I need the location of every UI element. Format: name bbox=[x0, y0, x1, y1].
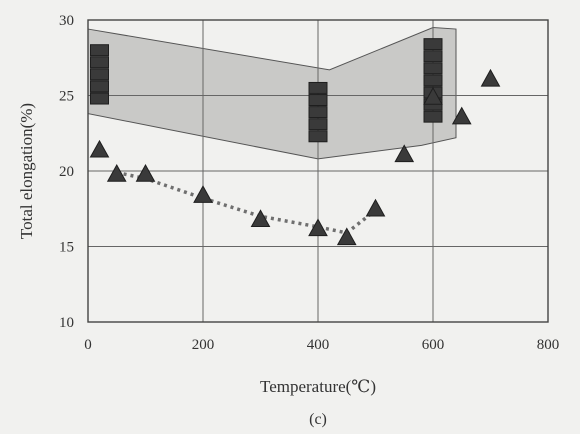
square-marker-0-4 bbox=[90, 44, 109, 57]
scatter-band bbox=[87, 27, 457, 160]
square-marker-2-0 bbox=[423, 110, 443, 123]
triangle-marker-7 bbox=[365, 198, 386, 217]
square-marker-1-2 bbox=[308, 106, 328, 119]
x-tick-label-1: 200 bbox=[192, 337, 215, 353]
figure-caption: (c) bbox=[309, 411, 327, 428]
triangle-marker-11 bbox=[480, 68, 501, 87]
x-axis-title: Temperature(℃) bbox=[260, 377, 376, 396]
x-tick-label-4: 800 bbox=[537, 337, 560, 353]
triangle-marker-10 bbox=[451, 106, 472, 125]
triangle-marker-3 bbox=[193, 185, 213, 203]
triangle-marker-5 bbox=[308, 218, 328, 237]
plot-frame bbox=[87, 19, 549, 323]
triangle-marker-8 bbox=[394, 144, 415, 163]
x-tick-label-2: 400 bbox=[307, 337, 330, 353]
triangle-marker-4 bbox=[250, 209, 271, 228]
square-marker-1-4 bbox=[308, 81, 328, 94]
y-tick-label-3: 25 bbox=[59, 89, 74, 105]
square-marker-1-3 bbox=[308, 94, 328, 107]
square-marker-1-1 bbox=[308, 118, 328, 131]
x-tick-label-0: 0 bbox=[84, 337, 92, 353]
y-tick-label-0: 10 bbox=[59, 315, 74, 331]
square-marker-1-0 bbox=[308, 130, 328, 143]
y-tick-label-1: 15 bbox=[59, 240, 74, 256]
square-marker-2-6 bbox=[423, 38, 443, 51]
triangle-marker-2 bbox=[135, 163, 156, 182]
square-marker-2-5 bbox=[423, 50, 443, 63]
triangle-marker-0 bbox=[89, 139, 110, 158]
square-marker-2-4 bbox=[423, 62, 443, 75]
square-marker-0-1 bbox=[90, 80, 109, 93]
triangle-marker-9 bbox=[423, 86, 443, 105]
triangle-marker-6 bbox=[336, 227, 357, 246]
square-marker-2-3 bbox=[423, 74, 443, 87]
triangle-marker-1 bbox=[106, 163, 127, 182]
square-marker-0-3 bbox=[90, 56, 109, 69]
x-tick-label-3: 600 bbox=[422, 337, 445, 353]
y-tick-label-4: 30 bbox=[59, 13, 74, 29]
square-marker-0-2 bbox=[90, 68, 109, 81]
y-tick-label-2: 20 bbox=[59, 164, 74, 180]
y-axis-title: Total elongation(%) bbox=[17, 103, 36, 239]
square-marker-0-0 bbox=[90, 92, 109, 105]
